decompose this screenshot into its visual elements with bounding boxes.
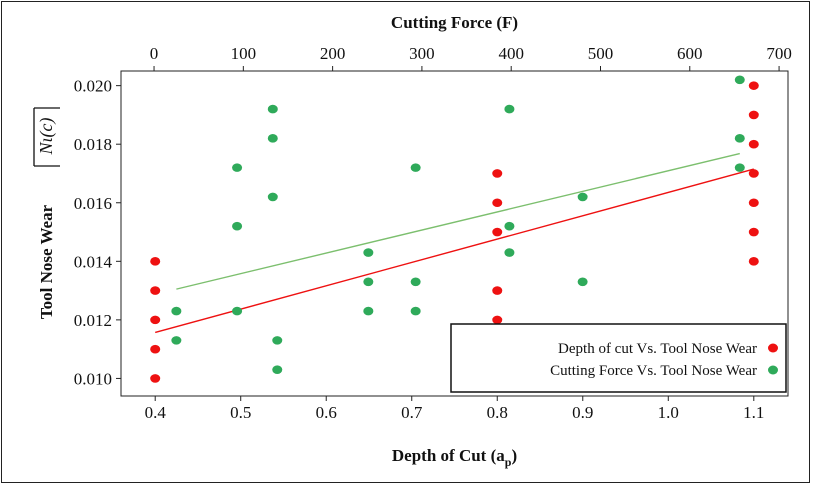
legend-marker-force (768, 365, 778, 375)
depth-data-point (748, 257, 759, 266)
bottom-axis-tick-label: 0.5 (230, 403, 251, 422)
y-axis-title-text: Tool Nose Wear (37, 204, 56, 319)
y-axis-tick-label: 0.010 (74, 369, 112, 388)
top-axis-tick-label: 600 (677, 44, 703, 63)
y-axis-tick-label: 0.018 (74, 135, 112, 154)
y-axis-title: Tool Nose Wear Nι(c) (33, 107, 60, 319)
force-data-point (410, 277, 421, 287)
force-data-point (504, 104, 515, 114)
force-fit-line (176, 152, 740, 290)
force-data-point (734, 163, 745, 172)
bottom-axis-title: Depth of Cut (ap) (392, 446, 517, 469)
left-axis: 0.010 0.012 0.014 0.016 0.018 0.020 (74, 77, 121, 388)
depth-data-point (492, 315, 503, 325)
force-data-point (232, 306, 243, 316)
top-axis-title: Cutting Force (F) (391, 13, 518, 32)
depth-data-point (748, 169, 759, 178)
depth-data-point (492, 286, 503, 295)
bottom-axis-tick-label: 0.7 (401, 403, 423, 422)
bottom-axis-title-suffix: ) (511, 446, 517, 465)
y-axis-tick-label: 0.020 (74, 77, 112, 96)
y-axis-tick-label: 0.014 (74, 252, 113, 271)
force-data-point (267, 134, 278, 143)
legend-marker-depth (768, 343, 778, 353)
force-data-point (577, 277, 588, 287)
top-axis: 0 100 200 300 400 500 600 700 (150, 44, 792, 71)
force-data-point (577, 192, 588, 202)
top-axis-tick-label: 700 (766, 44, 792, 63)
force-data-point (171, 336, 182, 345)
force-data-point (410, 306, 421, 316)
depth-data-point (748, 139, 759, 149)
depth-data-point (748, 110, 759, 120)
force-data-point (504, 248, 515, 257)
bottom-axis: 0.4 0.5 0.6 0.7 0.8 0.9 1.0 1.1 (145, 396, 764, 422)
force-data-point (267, 104, 278, 114)
depth-data-point (748, 227, 759, 237)
depth-data-point (748, 198, 759, 208)
depth-data-point (748, 81, 759, 90)
force-data-point (171, 306, 182, 316)
force-data-point (410, 163, 421, 172)
data-points (150, 75, 759, 383)
top-axis-tick-label: 100 (231, 44, 257, 63)
depth-data-point (492, 169, 503, 178)
depth-data-point (492, 198, 503, 208)
y-axis-symbol-bracket (33, 107, 60, 167)
force-data-point (504, 221, 515, 231)
depth-data-point (150, 286, 161, 295)
legend-label-depth: Depth of cut Vs. Tool Nose Wear (558, 341, 757, 357)
force-data-point (363, 306, 374, 316)
bottom-axis-tick-label: 0.8 (487, 403, 508, 422)
bottom-axis-tick-label: 1.1 (743, 403, 764, 422)
bottom-axis-tick-label: 0.4 (145, 403, 167, 422)
bottom-axis-tick-label: 0.9 (572, 403, 593, 422)
force-data-point (267, 192, 278, 202)
bottom-axis-title-main: Depth of Cut (a (392, 446, 505, 465)
bottom-axis-title-subscript: p (505, 455, 512, 469)
bottom-axis-tick-label: 0.6 (316, 403, 337, 422)
fit-lines (155, 152, 754, 334)
depth-data-point (492, 227, 503, 237)
top-axis-tick-label: 500 (588, 44, 614, 63)
depth-data-point (150, 257, 161, 266)
force-data-point (232, 221, 243, 231)
force-data-point (734, 75, 745, 85)
top-axis-tick-label: 300 (409, 44, 435, 63)
y-axis-tick-label: 0.016 (74, 194, 112, 213)
depth-fit-line (155, 168, 754, 334)
force-data-point (272, 336, 283, 345)
force-data-point (363, 248, 374, 257)
depth-data-point (150, 374, 161, 383)
legend: Depth of cut Vs. Tool Nose Wear Cutting … (450, 323, 787, 393)
depth-data-point (150, 315, 161, 325)
plot-area (120, 70, 789, 397)
force-data-point (363, 277, 374, 287)
legend-box (450, 323, 787, 393)
depth-data-point (150, 344, 161, 354)
top-axis-tick-label: 0 (150, 44, 159, 63)
y-axis-tick-label: 0.012 (74, 311, 112, 330)
force-data-point (734, 134, 745, 143)
top-axis-tick-label: 400 (498, 44, 524, 63)
top-axis-tick-label: 200 (320, 44, 346, 63)
y-axis-title-symbol: Nι(c) (36, 118, 57, 156)
force-data-point (272, 365, 283, 374)
force-data-point (232, 163, 243, 172)
legend-label-force: Cutting Force Vs. Tool Nose Wear (550, 363, 757, 379)
bottom-axis-tick-label: 1.0 (658, 403, 679, 422)
